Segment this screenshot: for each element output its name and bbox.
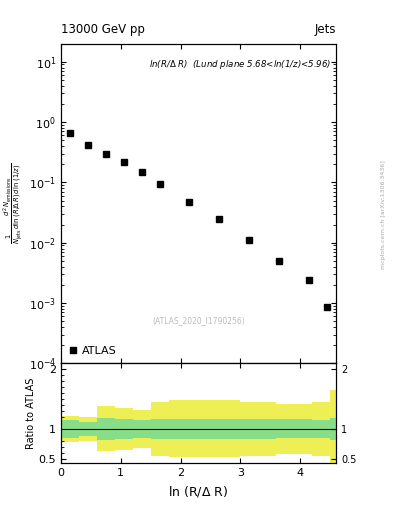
ATLAS: [121, 159, 126, 165]
ATLAS: [325, 304, 329, 310]
Legend: ATLAS: ATLAS: [66, 344, 119, 358]
ATLAS: [247, 237, 252, 243]
Text: (ATLAS_2020_I1790256): (ATLAS_2020_I1790256): [152, 316, 245, 325]
ATLAS: [139, 169, 144, 175]
Line: ATLAS: ATLAS: [67, 130, 330, 310]
X-axis label: ln (R/$\Delta$ R): ln (R/$\Delta$ R): [168, 484, 229, 499]
ATLAS: [157, 181, 162, 187]
ATLAS: [85, 142, 90, 148]
ATLAS: [68, 130, 72, 136]
Text: Jets: Jets: [314, 23, 336, 36]
ATLAS: [307, 277, 312, 283]
Text: mcplots.cern.ch [arXiv:1306.3436]: mcplots.cern.ch [arXiv:1306.3436]: [381, 161, 386, 269]
Y-axis label: Ratio to ATLAS: Ratio to ATLAS: [26, 378, 36, 449]
ATLAS: [187, 199, 192, 205]
ATLAS: [277, 258, 281, 264]
Text: ln(R/$\Delta$ R)  (Lund plane 5.68<ln(1/z)<5.96): ln(R/$\Delta$ R) (Lund plane 5.68<ln(1/z…: [149, 58, 331, 71]
Text: 13000 GeV pp: 13000 GeV pp: [61, 23, 145, 36]
ATLAS: [217, 216, 222, 222]
Y-axis label: $\frac{1}{N_{\rm jets}}\frac{d^2\,N_{\rm emissions}}{d\ln\,(R/\!\Delta\,R)\,d\ln: $\frac{1}{N_{\rm jets}}\frac{d^2\,N_{\rm…: [1, 163, 24, 244]
ATLAS: [103, 151, 108, 157]
